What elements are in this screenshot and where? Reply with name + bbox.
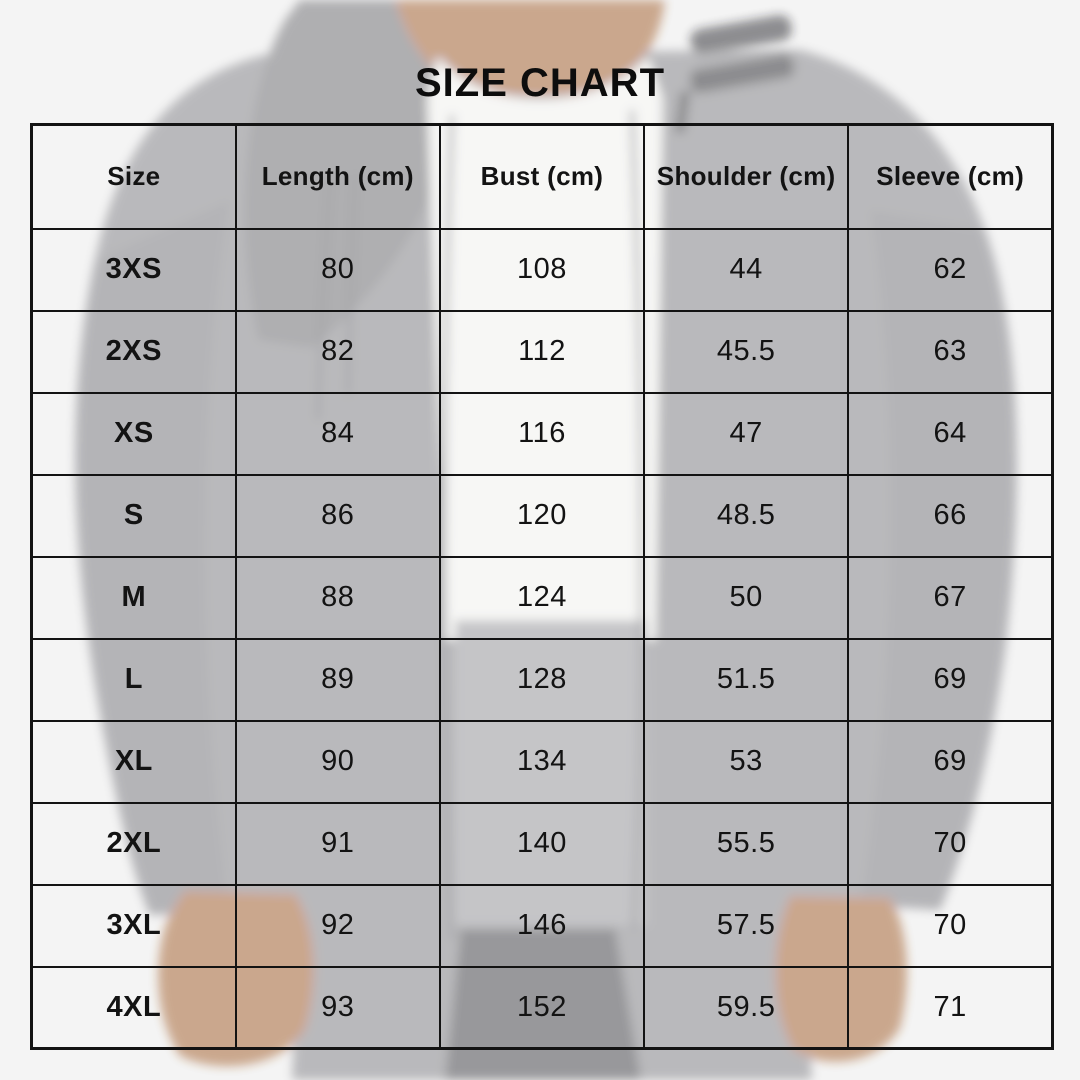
size-label-cell: M	[30, 555, 237, 640]
length-value-cell: 93	[234, 965, 441, 1050]
size-row: M 88 124 50 67	[30, 555, 1054, 640]
bust-value-cell: 112	[438, 309, 646, 394]
size-chart-title: SIZE CHART	[415, 61, 665, 105]
shoulder-value-cell: 44	[643, 227, 850, 312]
sleeve-value-cell: 71	[847, 965, 1054, 1050]
sleeve-value-cell: 67	[847, 555, 1054, 640]
size-label-cell: 3XL	[30, 883, 237, 968]
sleeve-value-cell: 66	[847, 473, 1054, 558]
bust-value-cell: 152	[438, 965, 646, 1050]
bust-value-cell: 146	[438, 883, 646, 968]
column-header-bust: Bust (cm)	[438, 123, 646, 230]
velcro-strap-bottom	[688, 52, 796, 95]
shoulder-value-cell: 55.5	[643, 801, 850, 886]
size-row: 2XL 91 140 55.5 70	[30, 801, 1054, 886]
size-row: S 86 120 48.5 66	[30, 473, 1054, 558]
size-row: 4XL 93 152 59.5 71	[30, 965, 1054, 1050]
size-chart-table: Size Length (cm) Bust (cm) Shoulder (cm)…	[30, 123, 1054, 1050]
shoulder-value-cell: 47	[643, 391, 850, 476]
bust-value-cell: 116	[438, 391, 646, 476]
shoulder-value-cell: 51.5	[643, 637, 850, 722]
velcro-strap-top	[690, 15, 792, 55]
neck-skin-shape	[395, 0, 665, 97]
size-label-cell: L	[30, 637, 237, 722]
shoulder-value-cell: 45.5	[643, 309, 850, 394]
size-label-cell: S	[30, 473, 237, 558]
sleeve-value-cell: 69	[847, 637, 1054, 722]
header-row: Size Length (cm) Bust (cm) Shoulder (cm)…	[30, 123, 1054, 230]
size-row: XL 90 134 53 69	[30, 719, 1054, 804]
sleeve-value-cell: 70	[847, 801, 1054, 886]
sleeve-value-cell: 62	[847, 227, 1054, 312]
column-header-size: Size	[30, 123, 237, 230]
sleeve-value-cell: 63	[847, 309, 1054, 394]
length-value-cell: 90	[234, 719, 441, 804]
length-value-cell: 86	[234, 473, 441, 558]
size-label-cell: XL	[30, 719, 237, 804]
size-row: 2XS 82 112 45.5 63	[30, 309, 1054, 394]
bust-value-cell: 134	[438, 719, 646, 804]
shoulder-value-cell: 53	[643, 719, 850, 804]
size-row: XS 84 116 47 64	[30, 391, 1054, 476]
length-value-cell: 80	[234, 227, 441, 312]
shoulder-value-cell: 48.5	[643, 473, 850, 558]
column-header-shoulder: Shoulder (cm)	[643, 123, 850, 230]
length-value-cell: 88	[234, 555, 441, 640]
size-row: L 89 128 51.5 69	[30, 637, 1054, 722]
bust-value-cell: 108	[438, 227, 646, 312]
bust-value-cell: 120	[438, 473, 646, 558]
bust-value-cell: 140	[438, 801, 646, 886]
length-value-cell: 92	[234, 883, 441, 968]
size-label-cell: 4XL	[30, 965, 237, 1050]
column-header-length: Length (cm)	[234, 123, 441, 230]
length-value-cell: 84	[234, 391, 441, 476]
shoulder-value-cell: 59.5	[643, 965, 850, 1050]
size-label-cell: XS	[30, 391, 237, 476]
shoulder-value-cell: 57.5	[643, 883, 850, 968]
length-value-cell: 82	[234, 309, 441, 394]
size-label-cell: 2XL	[30, 801, 237, 886]
size-row: 3XS 80 108 44 62	[30, 227, 1054, 312]
column-header-sleeve: Sleeve (cm)	[847, 123, 1054, 230]
length-value-cell: 89	[234, 637, 441, 722]
shoulder-value-cell: 50	[643, 555, 850, 640]
bust-value-cell: 128	[438, 637, 646, 722]
sleeve-value-cell: 70	[847, 883, 1054, 968]
size-label-cell: 3XS	[30, 227, 237, 312]
size-row: 3XL 92 146 57.5 70	[30, 883, 1054, 968]
size-label-cell: 2XS	[30, 309, 237, 394]
sleeve-value-cell: 64	[847, 391, 1054, 476]
bust-value-cell: 124	[438, 555, 646, 640]
sleeve-value-cell: 69	[847, 719, 1054, 804]
length-value-cell: 91	[234, 801, 441, 886]
